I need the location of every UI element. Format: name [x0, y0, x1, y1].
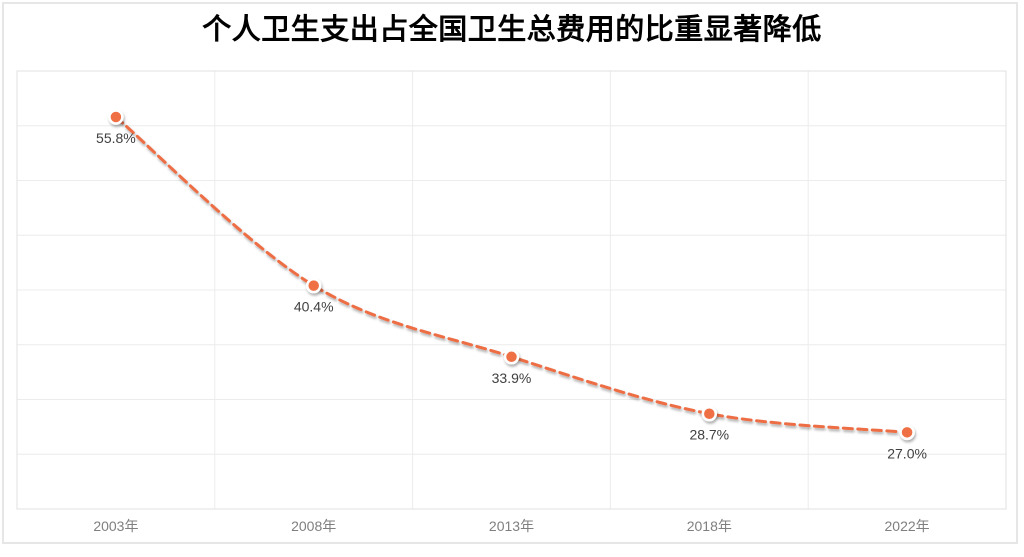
chart-outer-border [2, 2, 1018, 544]
x-axis-labels: 2003年 2008年 2013年 2018年 2022年 [93, 518, 929, 534]
x-axis-label: 2013年 [489, 518, 534, 534]
data-point-marker [899, 424, 915, 441]
data-markers [108, 109, 915, 441]
x-axis-label: 2018年 [687, 518, 732, 534]
data-labels: 55.8% 40.4% 33.9% 28.7% 27.0% [96, 130, 927, 461]
data-point-label: 55.8% [96, 130, 136, 146]
data-point-marker [108, 109, 124, 125]
data-point-label: 27.0% [887, 445, 927, 461]
x-axis-label: 2008年 [291, 518, 336, 534]
chart-title: 个人卫生支出占全国卫生总费用的比重显著降低 [202, 14, 822, 46]
x-axis-label: 2003年 [93, 518, 138, 534]
data-point-label: 33.9% [492, 370, 532, 386]
data-point-marker [503, 349, 520, 365]
data-point-marker [701, 405, 718, 422]
data-point-label: 28.7% [689, 427, 729, 443]
gridlines [16, 70, 1007, 510]
data-point-marker [305, 277, 322, 294]
data-point-label: 40.4% [294, 299, 334, 315]
plot-area-border [16, 70, 1007, 510]
x-axis-label: 2022年 [885, 518, 930, 534]
